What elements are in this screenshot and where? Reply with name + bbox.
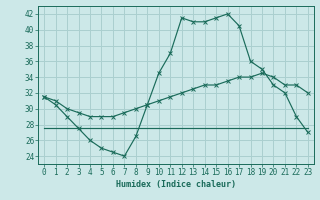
X-axis label: Humidex (Indice chaleur): Humidex (Indice chaleur) [116, 180, 236, 189]
